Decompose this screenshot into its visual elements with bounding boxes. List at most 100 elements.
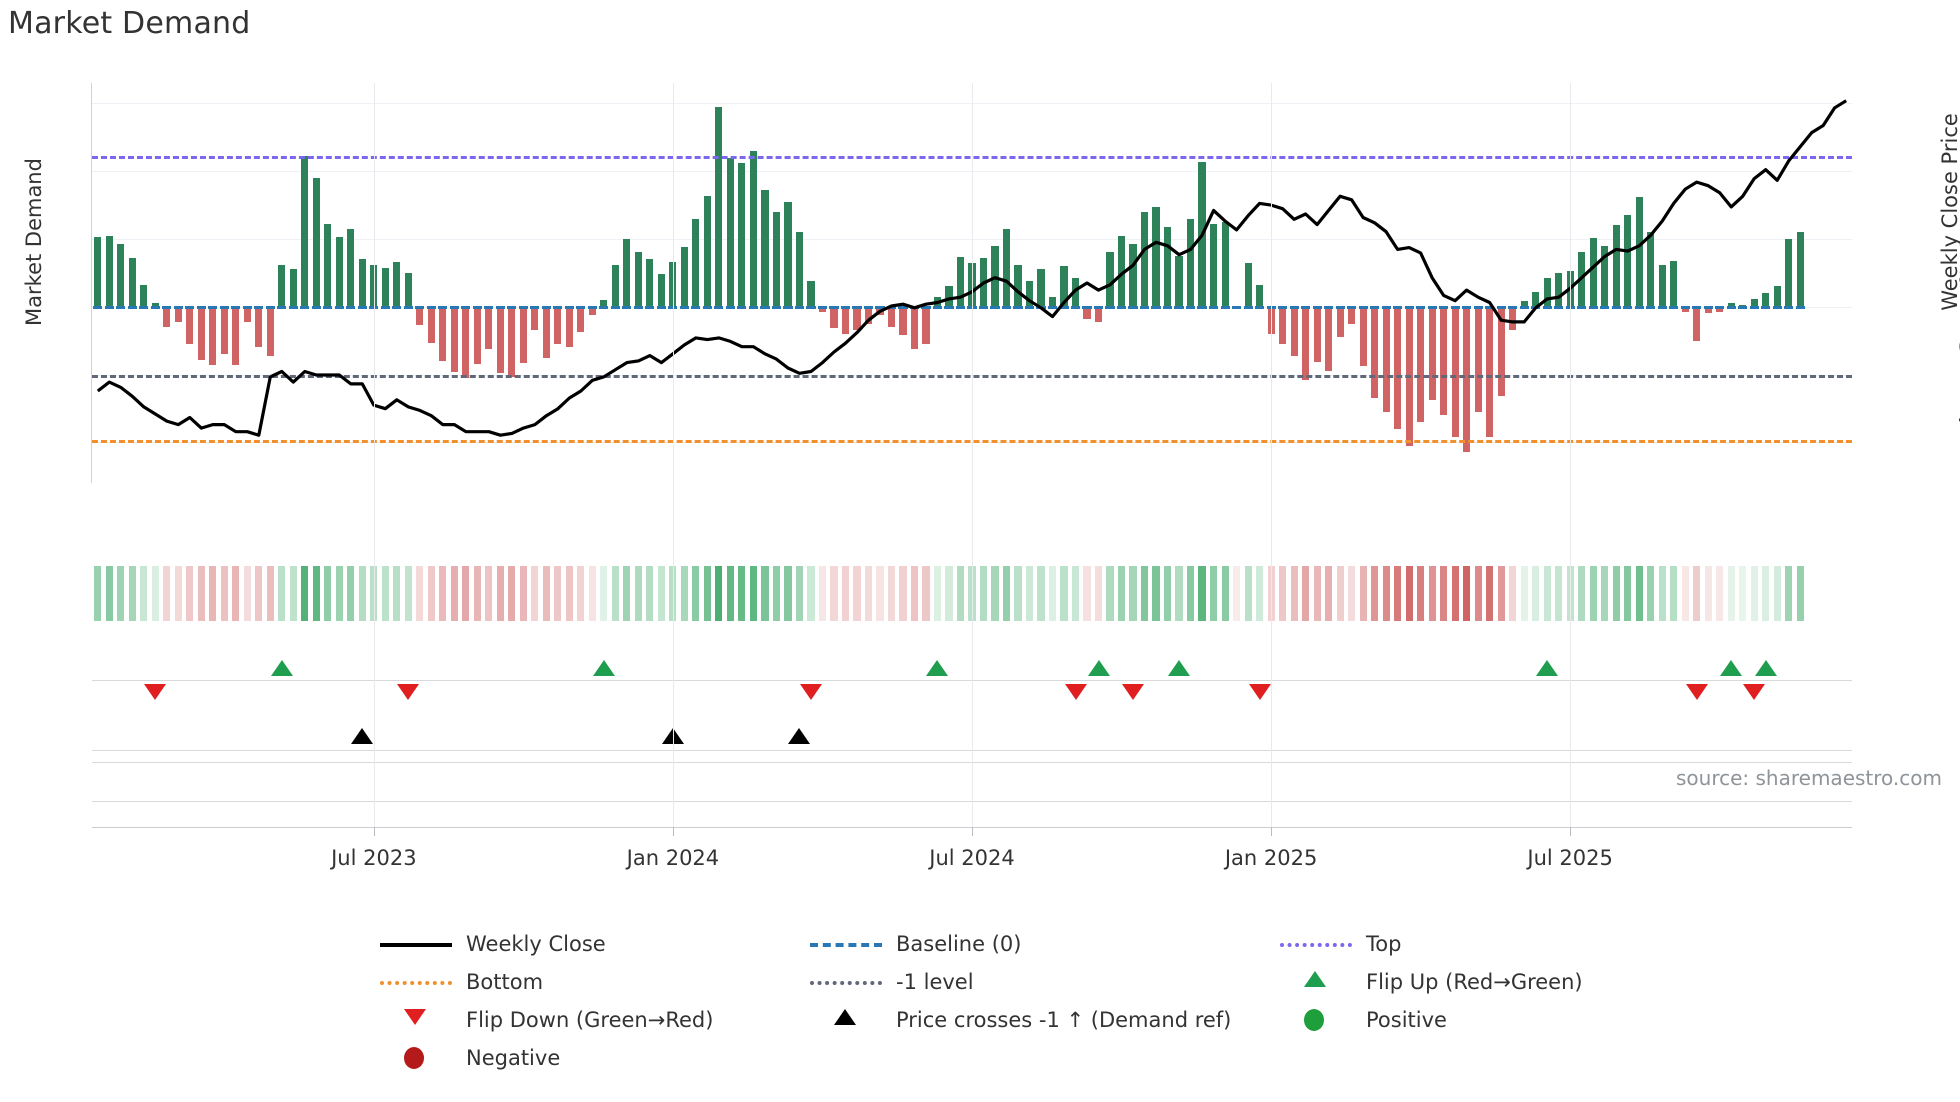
baseline-tick [530, 305, 540, 309]
heat-cell [1037, 566, 1045, 621]
baseline-tick [760, 305, 770, 309]
legend-item[interactable]: Positive [1280, 1001, 1720, 1039]
heat-cell [450, 566, 458, 621]
demand-bar [117, 244, 125, 307]
legend-line-icon [380, 943, 452, 947]
demand-bar [278, 264, 286, 307]
legend-item[interactable]: -1 level [810, 963, 1280, 1001]
baseline-tick [1335, 305, 1345, 309]
baseline-tick [1508, 305, 1518, 309]
flip-down-marker-icon [1064, 684, 1087, 700]
heat-cell [887, 566, 896, 621]
demand-bar [1451, 306, 1459, 437]
baseline-tick [990, 305, 1000, 309]
baseline-tick [932, 305, 943, 309]
baseline-tick [196, 305, 206, 309]
x-tick-label: Jan 2025 [1224, 846, 1318, 870]
heat-cell [1175, 566, 1183, 621]
heat-cell [1221, 566, 1229, 621]
x-tick-mark [373, 827, 375, 836]
heat-cell [1762, 566, 1770, 621]
y-axis-label-left: Market Demand [22, 158, 46, 326]
demand-bar [1210, 224, 1218, 307]
legend-item[interactable]: Bottom [380, 963, 810, 1001]
legend-item[interactable]: Flip Down (Green→Red) [380, 1001, 810, 1039]
demand-bar [1348, 306, 1356, 324]
baseline-tick [139, 305, 149, 309]
baseline-tick [967, 305, 977, 309]
demand-bar [1681, 306, 1689, 313]
legend-label: Positive [1366, 1008, 1447, 1032]
baseline-tick [1347, 305, 1357, 309]
baseline-tick [898, 305, 908, 309]
demand-bar [899, 306, 907, 336]
demand-bar [404, 272, 412, 307]
demand-bar [1244, 262, 1252, 307]
x-tick-mark [1570, 827, 1572, 836]
demand-bar [243, 306, 251, 323]
demand-bar [646, 259, 654, 307]
baseline-tick [392, 305, 402, 309]
baseline-tick [1600, 305, 1610, 309]
heat-cell [680, 566, 688, 621]
baseline-tick [507, 305, 517, 309]
baseline-tick [380, 305, 390, 309]
legend-item[interactable]: Baseline (0) [810, 925, 1280, 963]
baseline-tick [541, 305, 551, 309]
heat-cell [1589, 566, 1597, 621]
heat-cell [899, 566, 907, 621]
demand-bar [519, 306, 527, 363]
baseline-tick [1105, 305, 1115, 309]
demand-bar [416, 306, 424, 326]
demand-bar [1624, 215, 1632, 307]
legend-item[interactable]: Price crosses -1 ↑ (Demand ref) [810, 1001, 1280, 1039]
demand-bar [496, 306, 504, 374]
demand-bar [358, 259, 366, 307]
demand-bar [1394, 306, 1402, 429]
legend-item[interactable]: Negative [380, 1039, 810, 1077]
heat-cell [1106, 566, 1114, 621]
legend-item[interactable]: Weekly Close [380, 925, 810, 963]
heat-cell [1773, 566, 1781, 621]
heat-cell [370, 566, 378, 621]
flip-down-marker-icon [1248, 684, 1271, 700]
baseline-tick [1439, 305, 1449, 309]
demand-bar [1532, 291, 1540, 307]
heat-cell [1071, 566, 1080, 621]
baseline-tick [300, 305, 310, 309]
baseline-tick [173, 305, 183, 309]
baseline-tick [852, 305, 862, 309]
legend-item[interactable]: Flip Up (Red→Green) [1280, 963, 1720, 1001]
demand-bar [945, 286, 953, 307]
demand-bar [1509, 306, 1517, 331]
baseline-tick [104, 305, 114, 309]
heat-cell [1739, 566, 1747, 621]
heat-cell [462, 566, 470, 621]
heat-cell [1279, 566, 1287, 621]
demand-bar [485, 306, 493, 349]
demand-bar [1071, 278, 1080, 307]
y2-tick-label: 80 [1958, 265, 1960, 289]
heat-cell [1658, 566, 1666, 621]
legend-dotted-line-icon [1280, 943, 1352, 947]
demand-bar [692, 218, 700, 307]
heat-cell [1624, 566, 1632, 621]
heat-cell [1578, 566, 1586, 621]
y2-tick-label: 60 [1958, 335, 1960, 359]
flip-up-marker-icon [270, 660, 293, 676]
heat-cell [818, 566, 827, 621]
baseline-tick [794, 305, 804, 309]
heat-cell [1313, 566, 1321, 621]
baseline-tick [518, 305, 528, 309]
baseline-tick [1554, 305, 1564, 309]
heat-cell [1440, 566, 1448, 621]
demand-bar [1060, 266, 1068, 307]
baseline-tick [1301, 305, 1311, 309]
heat-cell [335, 566, 343, 621]
y-axis-label-right: Weekly Close Price [1938, 113, 1960, 311]
demand-bar [1773, 286, 1781, 307]
legend-triangle-up-icon [1304, 971, 1326, 987]
legend-item[interactable]: Top [1280, 925, 1720, 963]
baseline-tick [1634, 305, 1644, 309]
heat-cell [1336, 566, 1344, 621]
